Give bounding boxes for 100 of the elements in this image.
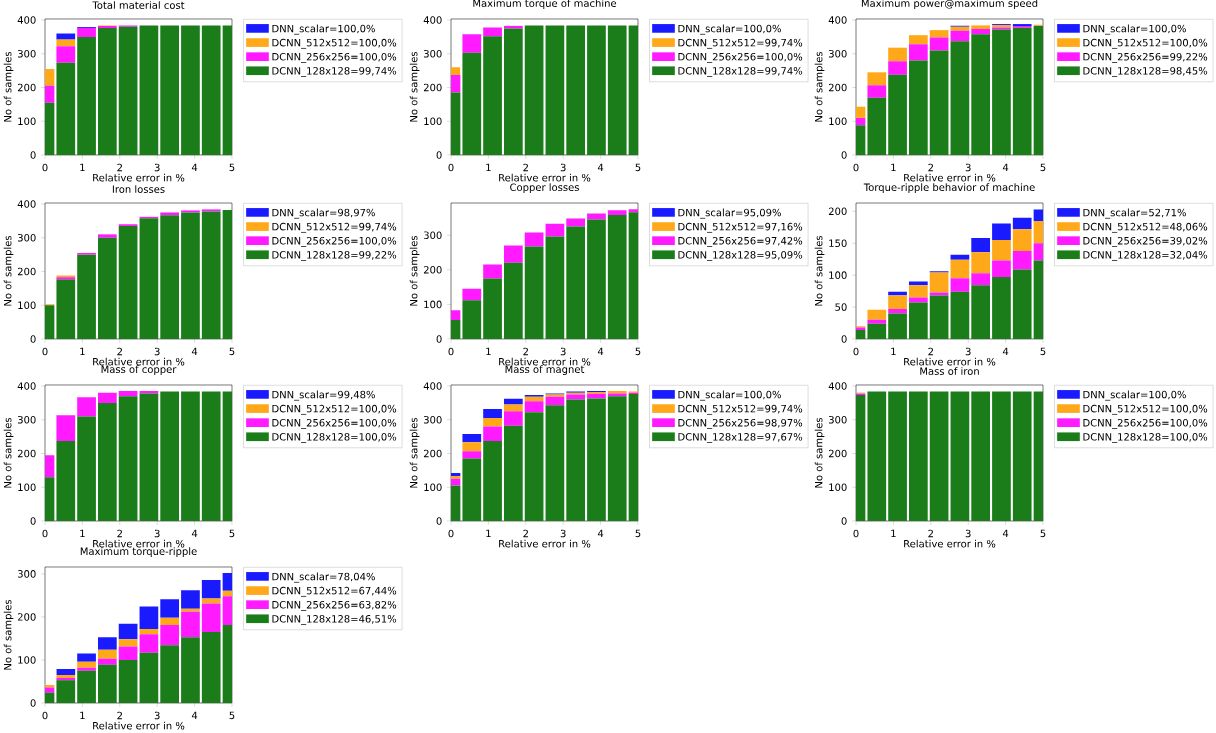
legend-label: DCNN_512x512=67,44%: [272, 586, 397, 597]
legend-label: DCNN_256x256=100,0%: [272, 52, 397, 63]
x-tick-label: 3: [965, 163, 971, 172]
x-tick-label: 2: [117, 711, 122, 720]
x-tick-label: 2: [928, 163, 933, 172]
legend-label: DNN_scalar=95,09%: [678, 208, 781, 219]
legend-label: DCNN_128x128=46,51%: [272, 615, 397, 625]
legend-label: DCNN_256x256=97,42%: [678, 236, 803, 247]
y-tick-label: 300: [423, 415, 442, 424]
x-tick-label: 4: [1002, 163, 1009, 171]
x-tick-label: 5: [635, 347, 641, 356]
x-tick-label: 4: [1002, 347, 1009, 355]
x-tick-label: 4: [1002, 529, 1009, 537]
x-tick-label: 3: [965, 529, 971, 538]
legend-label: DCNN_128x128=100,0%: [272, 433, 397, 443]
x-tick-label: 5: [1040, 163, 1046, 172]
x-tick-label: 2: [117, 529, 122, 538]
x-tick-label: 3: [154, 711, 160, 720]
legend-label: DNN_scalar=100,0%: [678, 390, 781, 401]
y-tick-label: 100: [829, 483, 847, 492]
y-axis-title: No of samples: [409, 235, 420, 306]
y-tick-label: 200: [423, 83, 442, 92]
x-tick-label: 5: [1040, 347, 1046, 356]
y-tick-label: 300: [423, 231, 442, 239]
x-tick-label: 2: [523, 163, 528, 172]
x-tick-label: 2: [117, 347, 122, 356]
x-axis-title: Relative error in %: [499, 539, 591, 548]
x-tick-label: 1: [80, 711, 85, 719]
legend-label: DCNN_256x256=98,97%: [678, 418, 803, 429]
x-tick-label: 3: [154, 529, 160, 538]
x-tick-label: 3: [560, 529, 566, 538]
x-tick-label: 3: [154, 163, 160, 172]
y-tick-label: 300: [828, 415, 847, 424]
y-tick-label: 200: [828, 449, 847, 458]
x-axis-title: Relative error in %: [904, 357, 996, 366]
x-tick-label: 0: [853, 163, 859, 172]
y-axis-title: No of samples: [814, 51, 825, 122]
x-tick-label: 3: [154, 347, 160, 356]
x-axis-title: Relative error in %: [904, 173, 996, 182]
y-tick-label: 300: [17, 233, 36, 242]
y-axis-title: No of samples: [3, 51, 14, 122]
chart-title: Torque-ripple behavior of machine: [863, 183, 1035, 193]
x-axis-title: Relative error in %: [93, 721, 185, 730]
x-tick-label: 0: [853, 529, 859, 538]
x-tick-label: 1: [80, 529, 85, 537]
x-axis-title: Relative error in %: [499, 173, 591, 182]
legend-label: DCNN_512x512=100,0%: [1083, 38, 1208, 49]
x-tick-label: 1: [80, 347, 85, 355]
legend-label: DNN_scalar=78,04%: [272, 572, 375, 583]
y-tick-label: 0: [841, 151, 847, 159]
legend-label: DNN_scalar=100,0%: [1083, 24, 1186, 35]
legend-label: DCNN_512x512=100,0%: [272, 38, 397, 49]
y-tick-label: 150: [829, 239, 847, 248]
legend-label: DCNN_512x512=99,74%: [272, 222, 397, 233]
y-tick-label: 200: [828, 83, 847, 92]
y-tick-label: 100: [829, 271, 847, 279]
x-tick-label: 2: [523, 529, 528, 538]
legend-label: DCNN_128x128=97,67%: [678, 433, 803, 443]
legend-label: DNN_scalar=100,0%: [678, 24, 781, 35]
y-axis-title: No of samples: [3, 599, 14, 670]
y-tick-label: 200: [17, 83, 36, 92]
legend-label: DCNN_512x512=97,16%: [678, 222, 803, 233]
y-tick-label: 200: [17, 449, 36, 458]
legend-label: DCNN_512x512=100,0%: [1083, 404, 1208, 415]
y-tick-label: 200: [828, 207, 847, 216]
x-tick-label: 0: [448, 163, 454, 172]
legend-label: DCNN_256x256=100,0%: [272, 418, 397, 429]
y-tick-label: 0: [436, 151, 442, 159]
x-tick-label: 5: [229, 347, 235, 356]
y-tick-label: 400: [828, 382, 847, 390]
x-tick-label: 4: [191, 163, 198, 171]
x-tick-label: 4: [191, 711, 198, 719]
legend-label: DCNN_256x256=100,0%: [272, 236, 397, 247]
x-tick-label: 2: [117, 163, 122, 172]
y-tick-label: 100: [18, 301, 36, 310]
chart-title: Mass of iron: [920, 367, 979, 375]
legend-label: DNN_scalar=99,48%: [272, 390, 375, 401]
y-tick-label: 200: [423, 266, 442, 274]
y-tick-label: 400: [423, 382, 442, 390]
y-axis-title: No of samples: [814, 417, 825, 488]
legend-label: DNN_scalar=52,71%: [1083, 208, 1186, 219]
chart-title: Maximum torque of machine: [473, 0, 617, 9]
legend-label: DCNN_128x128=95,09%: [678, 251, 803, 261]
legend-label: DCNN_128x128=100,0%: [1083, 433, 1208, 443]
chart-title: Maximum power@maximum speed: [861, 0, 1038, 9]
y-tick-label: 300: [828, 49, 847, 58]
y-axis-title: No of samples: [409, 417, 420, 488]
y-tick-label: 0: [436, 335, 442, 343]
x-tick-label: 5: [635, 163, 641, 172]
y-tick-label: 100: [18, 656, 36, 664]
legend-label: DCNN_128x128=99,74%: [678, 67, 803, 77]
x-tick-label: 1: [891, 347, 896, 355]
y-tick-label: 0: [30, 699, 36, 707]
y-tick-label: 0: [30, 517, 36, 525]
x-tick-label: 0: [42, 163, 48, 172]
x-tick-label: 3: [560, 163, 566, 172]
x-axis-title: Relative error in %: [93, 173, 185, 182]
legend-label: DNN_scalar=100,0%: [1083, 390, 1186, 401]
y-tick-label: 200: [17, 613, 36, 621]
legend-label: DCNN_512x512=100,0%: [272, 404, 397, 415]
